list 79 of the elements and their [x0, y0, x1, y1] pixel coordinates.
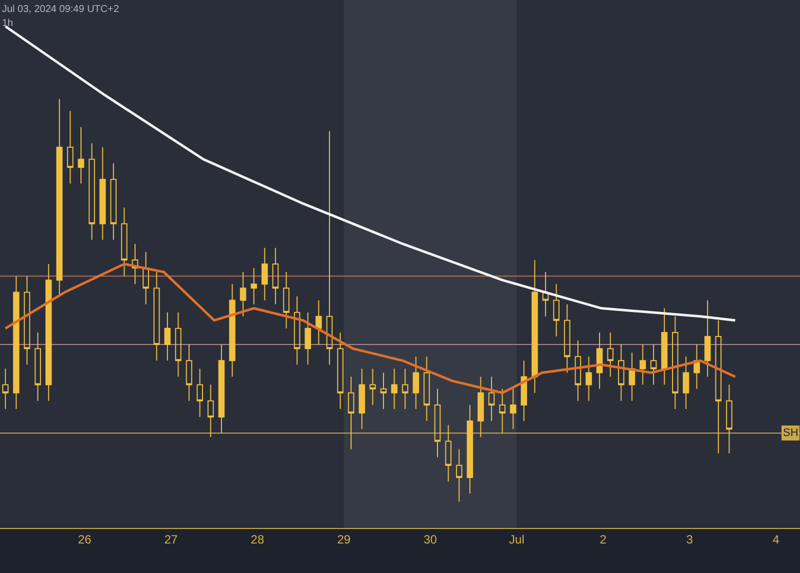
- candlestick: [164, 312, 171, 362]
- candlestick: [532, 259, 538, 394]
- candlestick: [661, 308, 668, 386]
- x-tick-label: 28: [250, 532, 264, 546]
- candlestick: [370, 368, 376, 406]
- candlestick: [240, 272, 246, 317]
- candlestick: [672, 316, 678, 410]
- candlestick: [186, 344, 192, 402]
- candlestick: [337, 332, 344, 410]
- candlestick: [542, 272, 549, 317]
- candlestick: [153, 272, 160, 362]
- candlestick: [250, 268, 258, 305]
- candlestick: [358, 368, 366, 430]
- candlestick: [478, 376, 484, 438]
- candlestick: [704, 300, 711, 378]
- x-tick-label: Jul: [509, 532, 524, 546]
- candlestick: [218, 344, 225, 434]
- candlestick: [196, 368, 203, 418]
- candlestick: [2, 368, 9, 410]
- candlestick: [553, 284, 560, 337]
- candlestick: [618, 344, 624, 402]
- text: Jul 03, 2024 09:49 UTC+2: [2, 4, 120, 15]
- candlestick: [326, 130, 333, 366]
- candlestick: [175, 312, 182, 378]
- candlestick: [208, 384, 214, 438]
- candlestick: [607, 332, 614, 378]
- candlestick: [424, 356, 430, 422]
- candlestick: [564, 304, 570, 374]
- x-tick-label: 4: [772, 532, 780, 546]
- candlestick: [348, 376, 354, 450]
- candlestick: [456, 448, 462, 502]
- candlestick: [88, 142, 95, 240]
- x-tick-label: 30: [424, 532, 438, 546]
- candlestick: [628, 352, 636, 402]
- candlestick: [726, 384, 732, 454]
- candlestick: [99, 146, 106, 240]
- candlestick: [682, 356, 690, 410]
- candlestick: [596, 332, 603, 390]
- ref-line-label: SH: [783, 427, 798, 439]
- candlestick: [640, 344, 646, 386]
- candlestick: [304, 312, 312, 366]
- candlestick: [499, 388, 506, 434]
- text: 1h: [2, 18, 14, 29]
- x-tick-label: 29: [337, 532, 351, 546]
- candlestick: [466, 404, 474, 494]
- candlestick: [445, 424, 452, 482]
- candlestick: [262, 247, 268, 301]
- candlestick: [715, 320, 722, 454]
- candlestick: [24, 276, 30, 366]
- candlestick: [520, 360, 528, 422]
- candlestick: [586, 356, 592, 402]
- x-tick-label: 3: [686, 532, 694, 546]
- candlestick: [294, 296, 300, 366]
- candlestick: [574, 340, 582, 402]
- candlestick: [13, 276, 20, 410]
- candlestick: [412, 356, 420, 410]
- candlestick: [488, 376, 495, 422]
- candlestick: [650, 344, 657, 386]
- x-tick-label: 2: [600, 532, 607, 546]
- candlestick: [283, 272, 290, 329]
- candlestick: [56, 98, 63, 297]
- candlestick: [272, 247, 279, 305]
- candlestick: [142, 251, 149, 305]
- candlestick: [45, 264, 52, 402]
- candlestick: [121, 207, 128, 277]
- candlestick: [229, 284, 236, 378]
- candlestick: [434, 388, 441, 458]
- candlestick: [132, 243, 138, 285]
- candlestick: [391, 368, 398, 410]
- candlestick: [78, 126, 84, 184]
- candlestick: [316, 300, 322, 346]
- candlestick: [110, 162, 117, 240]
- candlestick: [380, 372, 387, 410]
- candlestick: [510, 388, 516, 430]
- x-tick-label: 26: [78, 532, 92, 546]
- x-tick-label: 27: [164, 532, 178, 546]
- candlestick: [402, 368, 408, 410]
- candlestick: [34, 332, 41, 402]
- candlestick: [67, 110, 74, 184]
